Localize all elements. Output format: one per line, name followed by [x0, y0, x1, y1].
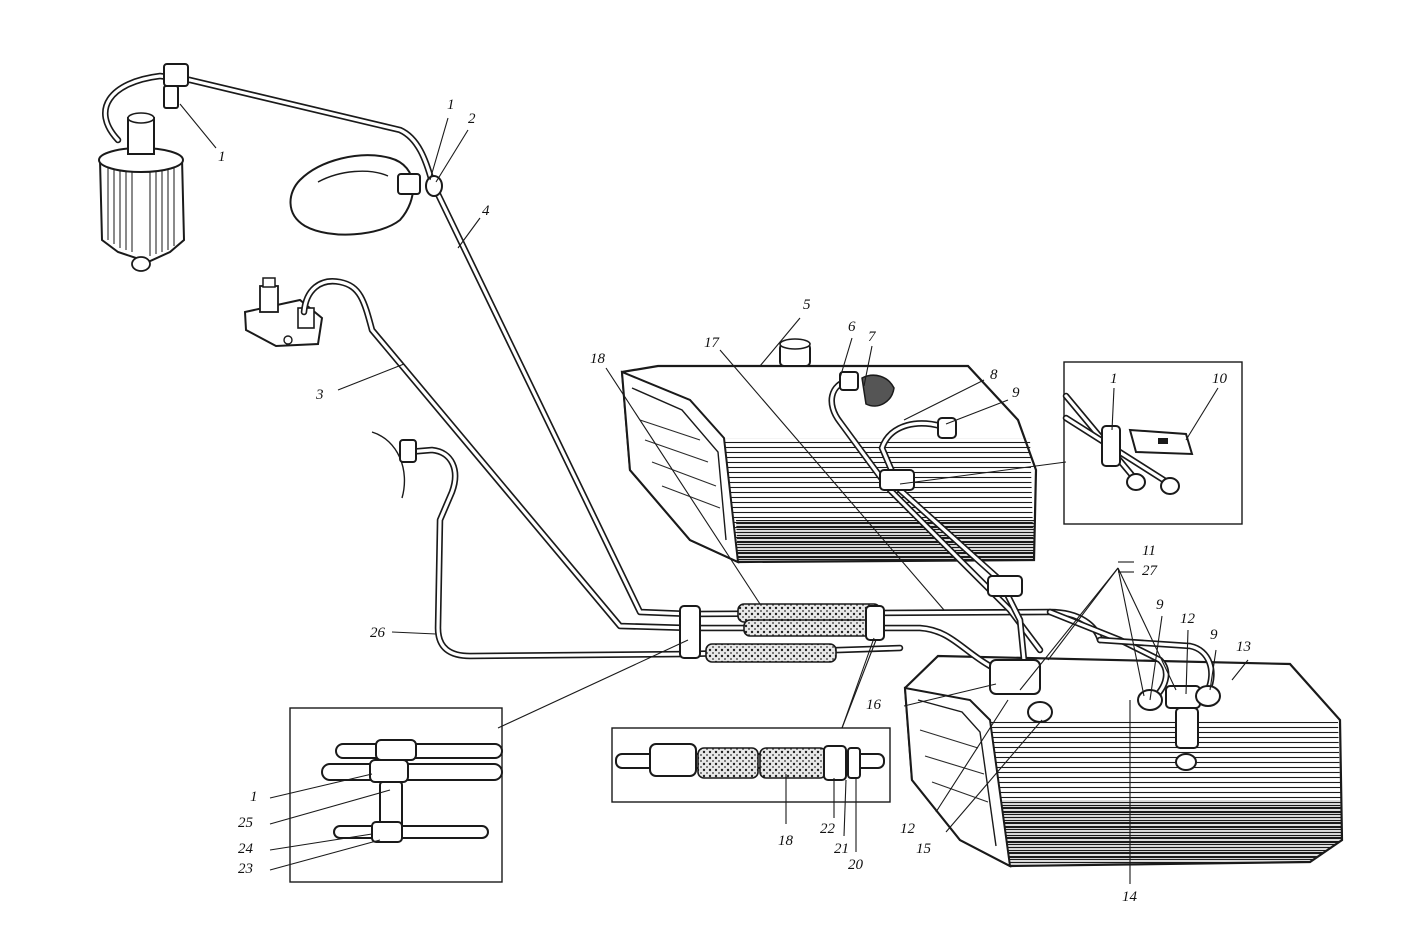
- callout-1-inset: 1: [1110, 371, 1118, 387]
- callout-leader-lines: [179, 103, 1249, 884]
- callout-9-upper: 9: [1012, 385, 1020, 401]
- callout-24: 24: [238, 841, 253, 857]
- callout-4: 4: [482, 203, 490, 219]
- engine-component: [289, 154, 414, 236]
- callout-12-right: 12: [1180, 611, 1195, 627]
- callout-8: 8: [990, 367, 998, 383]
- callout-2: 2: [468, 111, 476, 127]
- callout-1-filter: 1: [218, 149, 226, 165]
- callout-13: 13: [1236, 639, 1251, 655]
- fuel-filter: [98, 112, 186, 272]
- callout-10: 10: [1212, 371, 1227, 387]
- callout-15: 15: [916, 841, 931, 857]
- callout-20: 20: [848, 857, 863, 873]
- callout-9-mid: 9: [1156, 597, 1164, 613]
- callout-7: 7: [868, 329, 876, 345]
- callout-16: 16: [866, 697, 881, 713]
- callout-18-inset: 18: [778, 833, 793, 849]
- callout-23: 23: [238, 861, 253, 877]
- inset-sleeve-detail: [611, 727, 891, 803]
- callout-17: 17: [704, 335, 719, 351]
- callout-22: 22: [820, 821, 835, 837]
- callout-6: 6: [848, 319, 856, 335]
- clamps-and-fittings: [163, 63, 1221, 771]
- callout-21: 21: [834, 841, 849, 857]
- inset-clip-detail: [1062, 361, 1243, 525]
- callout-14: 14: [1122, 889, 1137, 905]
- lower-fuel-tank: [903, 654, 1344, 868]
- inset-bracket-detail: [289, 707, 503, 883]
- callout-5: 5: [803, 297, 811, 313]
- callout-26: 26: [370, 625, 385, 641]
- callout-3: 3: [316, 387, 324, 403]
- callout-11: 11: [1142, 543, 1156, 559]
- upper-fuel-tank: [620, 338, 1038, 564]
- callout-18-upper: 18: [590, 351, 605, 367]
- callout-1-upper-clip: 1: [447, 97, 455, 113]
- callout-27: 27: [1142, 563, 1157, 579]
- callout-9-right: 9: [1210, 627, 1218, 643]
- callout-12-lower: 12: [900, 821, 915, 837]
- callout-1-inset-bracket: 1: [250, 789, 258, 805]
- callout-25: 25: [238, 815, 253, 831]
